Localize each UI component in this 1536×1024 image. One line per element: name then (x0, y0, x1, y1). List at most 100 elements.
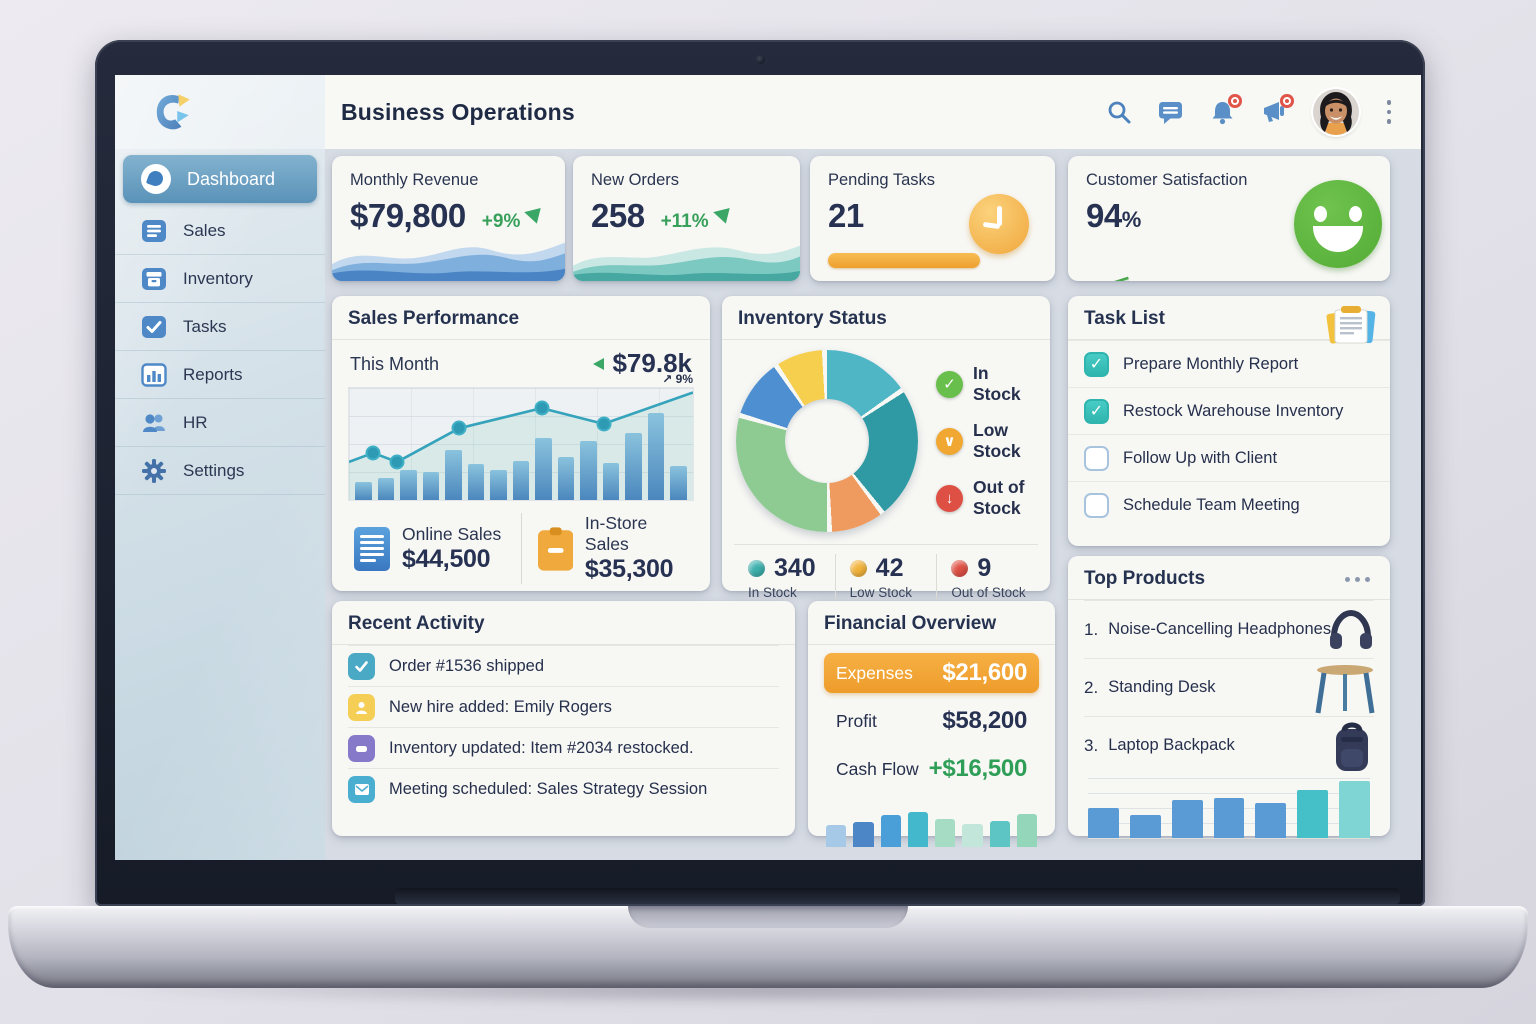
card-monthly-revenue: Monthly Revenue $79,800 +9% (332, 156, 565, 281)
online-sales: Online Sales $44,500 (348, 524, 511, 574)
cash-flow-bar-chart (826, 799, 1037, 847)
laptop-base (8, 906, 1528, 988)
webcam-icon (756, 55, 765, 64)
legend-low-stock: ∨ Low Stock (936, 420, 1036, 462)
divider (520, 513, 522, 584)
financial-value: +$16,500 (928, 755, 1028, 782)
card-inventory-status: Inventory Status ✓ In Stock ∨ Low Stock … (722, 296, 1050, 600)
reports-icon (141, 362, 167, 388)
sidebar-item-label: Sales (183, 220, 226, 240)
dashboard-screen: Dashboard Sales Inventory (115, 75, 1421, 860)
card-new-orders: New Orders 258 +11% (573, 156, 800, 281)
sidebar-item-hr[interactable]: HR (115, 399, 325, 447)
kpi-title: Monthly Revenue (350, 171, 479, 189)
yellow-dot-icon (849, 560, 867, 577)
product-row: 1. Noise-Cancelling Headphones (1084, 600, 1374, 658)
stat-in-stock: 340 In Stock (748, 554, 816, 600)
task-row: ✓ Restock Warehouse Inventory (1068, 387, 1390, 434)
chat-icon[interactable] (1157, 98, 1185, 126)
product-name: Standing Desk (1108, 678, 1216, 696)
kpi-delta: +9% (482, 204, 542, 233)
red-dot-icon (951, 560, 969, 577)
sidebar-item-dashboard[interactable]: Dashboard (123, 155, 317, 203)
period-total: $79.8k (593, 348, 692, 379)
financial-value: $58,200 (942, 707, 1027, 734)
top-actions (1105, 89, 1422, 135)
kpi-title: Pending Tasks (828, 171, 936, 189)
product-name: Noise-Cancelling Headphones (1108, 620, 1332, 638)
card-financial-overview: Financial Overview Expenses $21,600 Prof… (808, 601, 1055, 847)
bell-icon[interactable] (1209, 94, 1242, 126)
tasks-icon (141, 314, 167, 340)
period-label: This Month (350, 353, 440, 374)
user-avatar[interactable] (1312, 89, 1359, 135)
sales-bar-line-chart: ↗ 9% (348, 372, 694, 501)
kpi-delta: +11% (661, 204, 730, 233)
check-circle-icon: ✓ (936, 370, 963, 398)
inventory-donut-chart (736, 350, 918, 532)
sidebar-item-sales[interactable]: Sales (115, 207, 325, 255)
main-content: Monthly Revenue $79,800 +9% New Orders 2… (325, 149, 1421, 860)
card-title: Financial Overview (808, 601, 1055, 645)
task-label: Restock Warehouse Inventory (1123, 401, 1344, 420)
breakdown-value: $35,300 (584, 555, 674, 583)
activity-text: Inventory updated: Item #2034 restocked. (389, 738, 694, 757)
clipboard-icon (537, 526, 573, 571)
breakdown-label: In-Store Sales (584, 513, 648, 554)
card-pending-tasks: Pending Tasks 21 (810, 156, 1055, 281)
card-top-products: Top Products 1. Noise-Cancelling Headpho… (1068, 556, 1390, 839)
app-logo[interactable] (115, 75, 325, 149)
laptop-base-notch (628, 906, 908, 928)
sidebar-item-label: Reports (183, 364, 243, 384)
top-bar: Business Operations (325, 75, 1421, 150)
check-icon (348, 652, 375, 680)
in-store-sales: In-Store Sales $35,300 (532, 513, 695, 584)
card-title: Inventory Status (722, 296, 1050, 340)
product-rank: 2. (1084, 677, 1099, 697)
sidebar-nav: Dashboard Sales Inventory (115, 155, 325, 495)
task-label: Prepare Monthly Report (1123, 354, 1299, 373)
task-checkbox[interactable]: ✓ (1084, 351, 1109, 377)
activity-text: Meeting scheduled: Sales Strategy Sessio… (389, 779, 708, 798)
task-label: Schedule Team Meeting (1123, 495, 1300, 514)
ellipsis-menu-icon[interactable] (1341, 573, 1374, 586)
headphones-image (1330, 609, 1372, 649)
sidebar-item-tasks[interactable]: Tasks (115, 303, 325, 351)
activity-text: Order #1536 shipped (389, 656, 545, 675)
sidebar-item-inventory[interactable]: Inventory (115, 255, 325, 303)
task-checkbox[interactable] (1084, 492, 1109, 518)
sidebar-item-label: Inventory (183, 268, 253, 288)
smiley-face-icon (1294, 180, 1382, 268)
sidebar-item-label: Settings (183, 460, 245, 480)
financial-label: Cash Flow (836, 758, 919, 779)
kebab-menu-icon[interactable] (1383, 96, 1396, 128)
search-icon[interactable] (1105, 98, 1133, 126)
up-triangle-icon (522, 204, 542, 224)
teal-dot-icon (748, 560, 765, 577)
sidebar: Dashboard Sales Inventory (115, 75, 325, 860)
sales-breakdown: Online Sales $44,500 In-Store Sales $35,… (348, 513, 694, 584)
up-triangle-icon (710, 204, 730, 224)
chart-annotation: ↗ 9% (662, 372, 693, 386)
notification-badge (1279, 94, 1294, 108)
top-products-bar-chart (1088, 778, 1371, 839)
card-task-list: Task List ✓ Prepare Monthly Report ✓ Res… (1068, 296, 1390, 546)
product-row: 2. Standing Desk (1084, 658, 1375, 716)
card-title: Recent Activity (332, 601, 795, 645)
sidebar-item-reports[interactable]: Reports (115, 351, 325, 399)
megaphone-icon[interactable] (1261, 94, 1294, 126)
task-checkbox[interactable] (1084, 445, 1109, 471)
kpi-value: $79,800 (350, 197, 466, 234)
kpi-value: 21 (828, 197, 864, 234)
card-recent-activity: Recent Activity Order #1536 shipped New … (332, 601, 795, 836)
activity-row: Order #1536 shipped (348, 645, 779, 686)
brand-logo-icon (156, 94, 190, 130)
kpi-title: New Orders (591, 171, 680, 189)
product-row: 3. Laptop Backpack (1084, 716, 1374, 774)
box-icon (348, 734, 375, 762)
envelope-icon (348, 775, 375, 803)
up-triangle-icon (593, 357, 605, 370)
sidebar-item-settings[interactable]: Settings (115, 447, 325, 495)
sales-bars (349, 388, 693, 500)
task-checkbox[interactable]: ✓ (1084, 398, 1109, 424)
